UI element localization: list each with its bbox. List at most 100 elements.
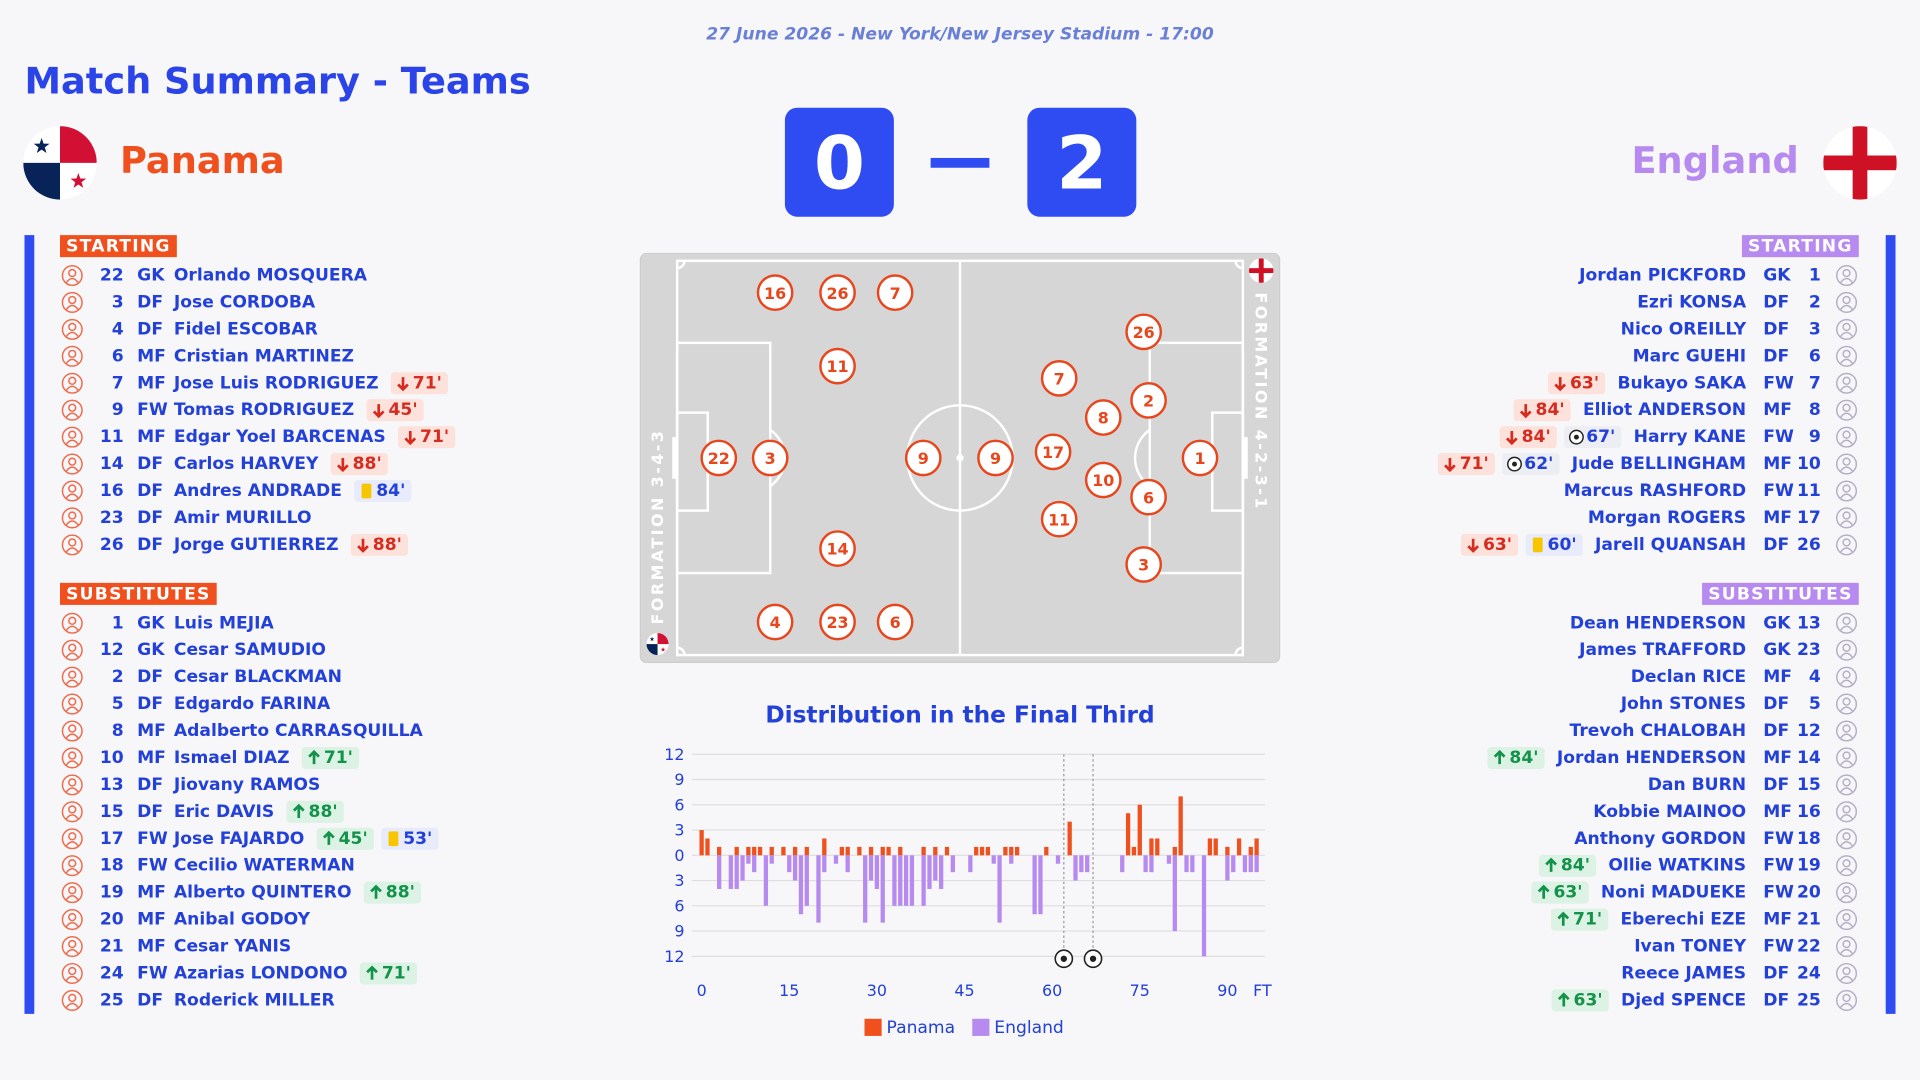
position: GK: [1763, 266, 1791, 286]
player-row: 1 GK Luis MEJIA: [61, 612, 274, 634]
player-icon: [61, 774, 83, 796]
shirt-number: 7: [112, 373, 124, 393]
bar: [798, 855, 804, 915]
player-row: 12 GK Cesar SAMUDIO: [61, 639, 326, 661]
event-yellow: 53': [381, 827, 439, 850]
player-row: 22 GK Orlando MOSQUERA: [61, 264, 368, 287]
player-icon: [61, 612, 83, 634]
shirt-number: 14: [1797, 748, 1821, 768]
player-icon-body: [65, 814, 79, 820]
bar: [997, 855, 1002, 923]
player-name: Roderick MILLER: [174, 990, 335, 1010]
shirt-number: 8: [112, 721, 124, 741]
position: MF: [1763, 748, 1792, 768]
player-icon-head: [68, 511, 77, 520]
event-minute: 63': [1570, 373, 1599, 393]
player-icon-body: [1839, 547, 1854, 553]
pitch-player-number: 16: [764, 284, 786, 303]
bar: [792, 846, 798, 856]
event-on: 88': [363, 881, 422, 904]
player-icon: [1836, 291, 1858, 313]
player-icon-head: [1842, 912, 1851, 922]
player-icon-body: [1839, 760, 1854, 766]
shirt-number: 16: [100, 481, 124, 501]
position: DF: [1763, 319, 1789, 339]
pitch-player: 2: [1130, 382, 1167, 419]
position: DF: [137, 990, 163, 1010]
bar: [892, 855, 897, 906]
sub-off-icon: [1444, 457, 1456, 473]
pitch-player-marker: [1040, 360, 1078, 397]
player-icon-body: [1839, 814, 1854, 820]
player-icon-head: [1842, 616, 1851, 625]
shirt-number: 12: [1797, 721, 1821, 741]
player-icon-head: [68, 886, 77, 895]
position: FW: [1763, 427, 1794, 447]
flag-england: [1823, 126, 1896, 199]
player-name: Cesar YANIS: [174, 937, 291, 957]
position: MF: [137, 346, 166, 366]
position: DF: [1763, 990, 1789, 1010]
player-name: Ismael DIAZ: [174, 748, 290, 768]
shirt-number: 17: [100, 829, 124, 849]
player-icon-head: [68, 993, 77, 1003]
player-icon: [61, 372, 83, 394]
pitch-player-marker: [876, 603, 914, 641]
player-icon-head: [68, 349, 77, 359]
position: FW: [137, 400, 168, 420]
player-icon-body: [1839, 948, 1854, 955]
player-row: 7 MF Jose Luis RODRIGUEZ 71': [61, 372, 449, 395]
x-tick-label: 45: [954, 981, 974, 1000]
shirt-number: 10: [1797, 454, 1821, 474]
pitch-player-number: 11: [1048, 510, 1070, 529]
pitch-player-marker: [876, 274, 914, 312]
player-icon-head: [1842, 670, 1851, 679]
player-row: FW 9 Harry KANE 67' 84': [1499, 426, 1858, 449]
y-tick-label: 3: [674, 871, 684, 890]
player-icon-body: [1839, 304, 1854, 311]
sub-on-icon: [1537, 884, 1550, 899]
player-name: Morgan ROGERS: [1588, 508, 1746, 528]
pitch-player-marker: [1034, 433, 1072, 471]
bar: [1009, 855, 1014, 864]
pitch-player-number: 7: [890, 284, 901, 303]
position: DF: [1763, 775, 1789, 795]
yellow-card-icon: [388, 831, 399, 847]
event-on: 63': [1531, 881, 1589, 904]
event-minute: 45': [339, 829, 368, 849]
player-row: 18 FW Cecilio WATERMAN: [61, 855, 355, 877]
event-off: 88': [330, 453, 388, 476]
player-icon: [61, 291, 83, 313]
event-goal: 62': [1502, 453, 1560, 476]
shirt-number: 12: [100, 640, 124, 660]
shirt-number: 15: [1797, 775, 1821, 795]
player-icon-head: [1842, 376, 1851, 385]
event-on: 84': [1538, 854, 1597, 877]
player-icon: [1836, 989, 1858, 1011]
event-minute: 84': [1509, 748, 1538, 768]
bar: [1131, 846, 1137, 856]
section-label-bg: [60, 582, 217, 605]
player-row: 3 DF Jose CORDOBA: [61, 291, 316, 313]
player-row: 16 DF Andres ANDRADE 84': [61, 480, 412, 503]
date-venue: 27 June 2026 - New York/New Jersey Stadi…: [706, 24, 1214, 44]
player-icon-body: [1839, 439, 1854, 445]
position: MF: [1763, 802, 1792, 822]
bar: [804, 855, 809, 906]
bar: [699, 830, 704, 856]
event-on: 71': [1551, 908, 1609, 931]
section-label: STARTING: [60, 235, 177, 258]
sub-off-icon: [372, 404, 385, 419]
shirt-number: 1: [112, 613, 124, 633]
bar: [1190, 855, 1195, 873]
pitch-flag-england: [1249, 258, 1273, 282]
section-label: STARTING: [1741, 235, 1859, 258]
bar: [939, 855, 944, 889]
event-on: 84': [1487, 746, 1545, 769]
bar: [1120, 855, 1125, 873]
section-label-bg: [1741, 235, 1859, 258]
event-goal: 67': [1564, 426, 1622, 449]
player-icon-body: [1839, 1002, 1854, 1009]
player-icon: [61, 453, 83, 475]
position: DF: [137, 319, 163, 339]
